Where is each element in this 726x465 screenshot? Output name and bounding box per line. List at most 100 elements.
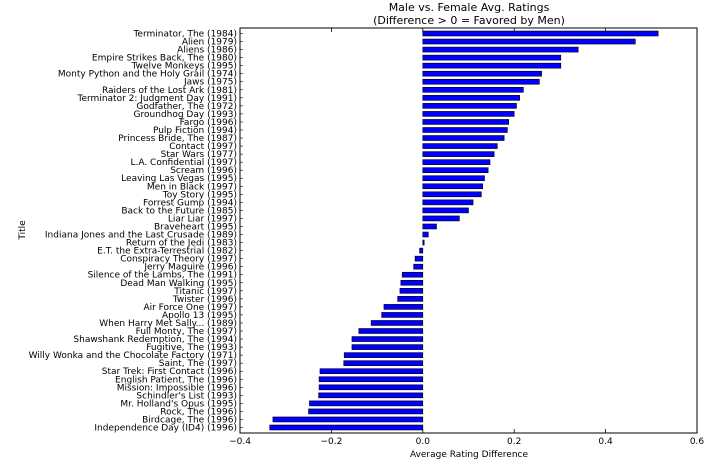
bar xyxy=(381,312,424,318)
y-tick-label: Willy Wonka and the Chocolate Factory (1… xyxy=(29,351,237,361)
bar xyxy=(422,46,579,53)
bar xyxy=(422,135,505,141)
chart-title: Male vs. Female Avg. Ratings xyxy=(389,1,550,14)
y-tick-label: Birdcage, The (1996) xyxy=(142,415,237,425)
y-tick-label: Mission: Impossible (1996) xyxy=(117,383,237,393)
y-tick-label: Shawshank Redemption, The (1994) xyxy=(73,335,237,345)
y-tick-label: Godfather, The (1972) xyxy=(136,102,237,112)
y-tick-label: Fugitive, The (1993) xyxy=(146,343,237,353)
x-axis-label: Average Rating Difference xyxy=(410,450,529,460)
y-tick-label: Twelve Monkeys (1995) xyxy=(131,62,237,72)
y-tick-label: Alien (1979) xyxy=(182,38,237,48)
bar xyxy=(422,159,491,165)
y-tick-label: Schindler's List (1993) xyxy=(136,391,237,401)
y-tick-label: English Patient, The (1996) xyxy=(115,375,237,385)
bar xyxy=(422,199,474,206)
y-tick-label: Conspiracy Theory (1997) xyxy=(120,255,237,265)
y-tick-label: Rock, The (1996) xyxy=(160,407,237,417)
y-tick-label: Fargo (1996) xyxy=(180,118,237,128)
y-tick-label: Apollo 13 (1995) xyxy=(162,311,237,321)
y-tick-label: Dead Man Walking (1995) xyxy=(120,279,237,289)
y-tick-label: Empire Strikes Back, The (1980) xyxy=(92,54,237,64)
y-tick-label: Jaws (1975) xyxy=(183,78,237,88)
y-tick-label: Star Wars (1977) xyxy=(161,150,237,160)
bar xyxy=(422,54,562,61)
bar xyxy=(343,352,424,358)
bar xyxy=(422,86,524,93)
y-tick-label: Star Trek: First Contact (1996) xyxy=(102,367,237,377)
bar xyxy=(422,167,489,173)
bar xyxy=(422,127,508,133)
bar xyxy=(422,95,520,101)
y-tick-label: Raiders of the Lost Ark (1981) xyxy=(102,86,237,96)
y-tick-label: Princess Bride, The (1987) xyxy=(118,134,237,144)
y-tick-label: Silence of the Lambs, The (1991) xyxy=(88,271,237,281)
y-tick-label: Saint, The (1997) xyxy=(159,359,237,369)
y-tick-label: E.T. the Extra-Terrestrial (1982) xyxy=(97,247,237,257)
bar xyxy=(422,30,659,37)
x-tick-label: 0.2 xyxy=(507,437,521,447)
bar xyxy=(269,424,424,431)
x-tick-label: −0.2 xyxy=(320,437,342,447)
x-ticks: −0.4 −0.2 0.0 0.2 0.4 0.6 xyxy=(229,28,704,447)
bar xyxy=(351,336,424,342)
y-tick-label: Liar Liar (1997) xyxy=(168,214,237,224)
bar xyxy=(318,384,424,391)
bar xyxy=(422,78,540,85)
bar xyxy=(401,271,424,278)
y-tick-label: Monty Python and the Holy Grail (1974) xyxy=(58,70,237,80)
bar xyxy=(422,103,517,109)
bar xyxy=(422,70,542,77)
y-tick-label: Men in Black (1997) xyxy=(147,182,237,192)
bar xyxy=(422,62,562,69)
chart-subtitle: (Difference > 0 = Favored by Men) xyxy=(373,14,565,27)
y-tick-label: Air Force One (1997) xyxy=(143,303,237,313)
x-tick-label: −0.4 xyxy=(229,437,251,447)
y-tick-label: Jerry Maguire (1996) xyxy=(143,263,237,273)
bar xyxy=(318,376,424,383)
bar xyxy=(400,279,424,286)
y-tick-label: Braveheart (1995) xyxy=(154,222,237,232)
bar xyxy=(370,320,424,326)
y-tick-label: Toy Story (1995) xyxy=(162,190,237,200)
bar xyxy=(318,392,424,399)
y-tick-label: Full Monty, The (1997) xyxy=(136,327,237,337)
y-tick-label: Aliens (1986) xyxy=(177,46,237,56)
bar xyxy=(422,143,498,149)
bar xyxy=(413,263,424,270)
x-tick-label: 0.0 xyxy=(416,437,431,447)
bar xyxy=(422,111,515,117)
y-tick-label: Contact (1997) xyxy=(169,142,237,152)
bar xyxy=(422,207,469,214)
bar xyxy=(422,151,495,157)
bar xyxy=(419,247,424,254)
bar xyxy=(343,360,424,366)
x-tick-label: 0.6 xyxy=(690,437,705,447)
y-tick-label: L.A. Confidential (1997) xyxy=(130,158,237,168)
bar xyxy=(319,368,424,375)
bar xyxy=(308,408,424,415)
plot-frame xyxy=(239,27,698,434)
bar xyxy=(422,231,429,238)
bar xyxy=(351,344,424,350)
bar xyxy=(414,255,424,262)
bar xyxy=(422,223,437,230)
y-tick-label: Independence Day (ID4) (1996) xyxy=(94,424,237,434)
y-tick-label: Forrest Gump (1994) xyxy=(143,198,237,208)
y-tick-label: Twister (1996) xyxy=(172,295,237,305)
y-tick-label: Terminator, The (1984) xyxy=(132,30,237,40)
bar xyxy=(358,328,424,334)
y-tick-label: Groundhog Day (1993) xyxy=(134,110,237,120)
y-tick-label: Pulp Fiction (1994) xyxy=(153,126,237,136)
y-tick-label: When Harry Met Sally... (1989) xyxy=(99,319,237,329)
bar xyxy=(383,304,424,310)
bar xyxy=(309,400,424,407)
x-tick-label: 0.4 xyxy=(598,437,613,447)
y-tick-label: Return of the Jedi (1983) xyxy=(126,239,237,249)
y-tick-label: Titanic (1997) xyxy=(173,287,237,297)
y-tick-label: Terminator 2: Judgment Day (1991) xyxy=(77,94,238,104)
bar xyxy=(422,119,510,125)
bar xyxy=(422,191,482,198)
bars-layer xyxy=(269,30,659,431)
